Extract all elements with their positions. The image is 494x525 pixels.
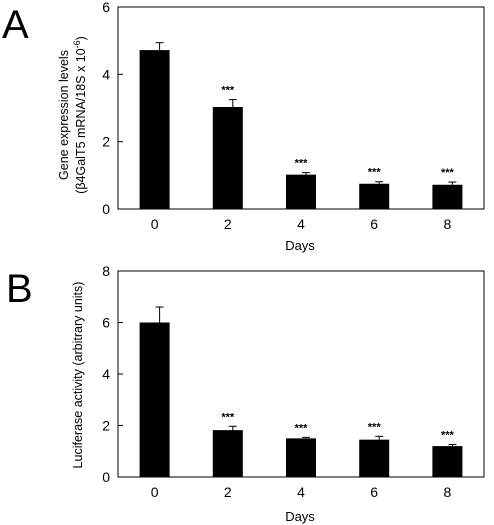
panel-a-xtick-label: 0: [151, 216, 159, 232]
panel-b-significance-label: ***: [295, 422, 309, 434]
panel-a-ytick-label: 4: [102, 66, 110, 82]
panel-b-ytick-label: 8: [102, 263, 110, 279]
panel-b-ytick-label: 2: [102, 418, 110, 434]
panel-b-bar: [139, 322, 170, 477]
panel-b-xtick-label: 0: [151, 484, 159, 500]
panel-b-bar: [359, 439, 390, 477]
panel-b-xlabel: Days: [285, 509, 315, 524]
panel-b-significance-label: ***: [441, 430, 455, 442]
panel-b-xtick-label: 8: [444, 484, 452, 500]
panel-a-xtick-label: 8: [444, 216, 452, 232]
panel-b-ytick-label: 6: [102, 315, 110, 331]
panel-b-bar: [432, 446, 463, 477]
panel-a-significance-label: ***: [221, 85, 235, 97]
panel-a-bar: [139, 50, 170, 209]
panel-b-plot: 0 2 4 6 8 0 2 *** 4 *** 6 *** 8 ***: [102, 263, 485, 500]
panel-a-significance-label: ***: [441, 167, 455, 179]
panel-a-xlabel: Days: [285, 238, 315, 253]
panel-a-letter: A: [2, 3, 29, 47]
panel-b-significance-label: ***: [368, 421, 382, 433]
panel-a-plot: 0 2 4 6 0 2 *** 4 *** 6 *** 8 ***: [102, 0, 485, 232]
panel-b-ylabel: Luciferase activity (arbitrary units): [71, 282, 85, 469]
panel-b-ytick-label: 4: [102, 366, 110, 382]
panel-b-ytick-label: 0: [102, 469, 110, 485]
panel-a-ytick-label: 6: [102, 0, 110, 15]
panel-b-letter: B: [6, 267, 33, 311]
panel-a-significance-label: ***: [368, 167, 382, 179]
panel-a-bar: [286, 174, 316, 209]
panel-a-ytick-label: 0: [102, 201, 110, 217]
panel-b-significance-label: ***: [221, 411, 235, 423]
panel-a-chart: A Gene expression levels (β4GalT5 mRNA/1…: [2, 0, 485, 253]
panel-a-xtick-label: 6: [370, 216, 378, 232]
panel-b-bar: [212, 430, 243, 477]
panel-b-xtick-label: 4: [297, 484, 305, 500]
panel-a-bar: [212, 106, 243, 209]
panel-b-xtick-label: 2: [224, 484, 232, 500]
panel-a-xtick-label: 2: [224, 216, 232, 232]
panel-b-bar: [286, 438, 316, 477]
panel-a-xtick-label: 4: [297, 216, 305, 232]
panel-a-ylabel-line2: (β4GalT5 mRNA/18S x 10-6): [72, 36, 88, 194]
panel-b-chart: B Luciferase activity (arbitrary units) …: [6, 263, 485, 524]
panel-b-xtick-label: 6: [370, 484, 378, 500]
panel-a-significance-label: ***: [295, 158, 309, 170]
panel-a-ytick-label: 2: [102, 134, 110, 150]
panel-a-ylabel-line1: Gene expression levels: [57, 50, 71, 180]
